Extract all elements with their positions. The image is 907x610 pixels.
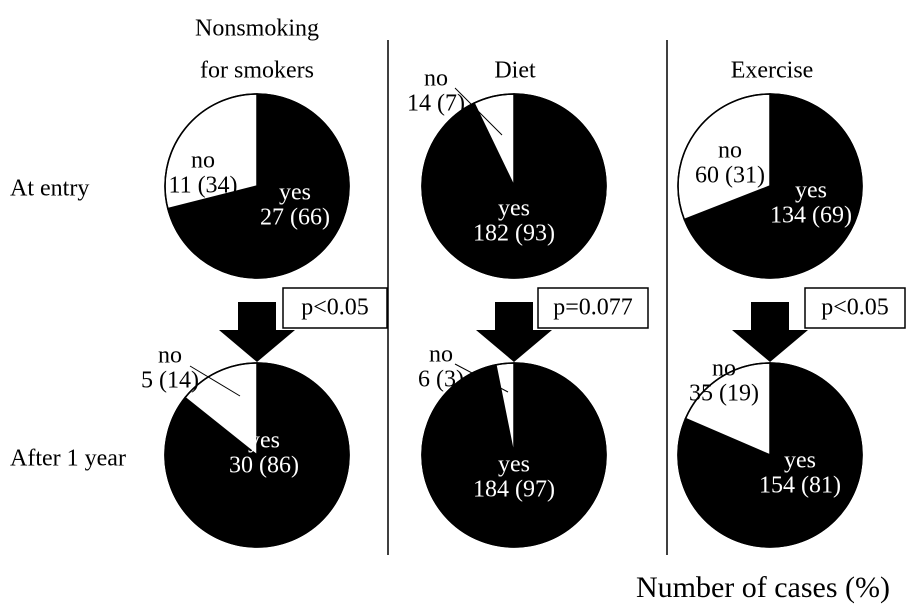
column-title: Exercise: [731, 58, 814, 84]
value-label: 14 (7): [407, 91, 465, 117]
pie-outline: [421, 362, 607, 548]
leader-line: [454, 87, 503, 136]
column-title: Diet: [494, 58, 536, 84]
p-box: [282, 287, 906, 329]
value-label: 5 (14): [141, 368, 199, 394]
slice-label: yes: [498, 452, 530, 478]
slice-label: no: [424, 66, 448, 92]
column-title: Nonsmoking: [195, 16, 319, 42]
slice-label: no: [712, 356, 736, 382]
leader-line: [189, 365, 241, 397]
value-label: 35 (19): [689, 381, 759, 407]
slice-label: yes: [784, 448, 816, 474]
slice-label: no: [718, 138, 742, 164]
p-value: p<0.05: [301, 295, 369, 321]
value-label: 11 (34): [168, 173, 237, 199]
leader-line: [454, 363, 509, 393]
pie-outline: [164, 93, 350, 279]
row-title: At entry: [10, 176, 89, 202]
value-label: 182 (93): [473, 221, 555, 247]
value-label: 154 (81): [759, 473, 841, 499]
slice-label: no: [429, 342, 453, 368]
pie-outline: [164, 362, 350, 548]
value-label: 134 (69): [770, 203, 852, 229]
slice-label: yes: [498, 196, 530, 222]
value-label: 30 (86): [229, 453, 299, 479]
pie-outline: [677, 93, 863, 279]
note: Number of cases (%): [636, 571, 890, 604]
slice-label: no: [191, 148, 215, 174]
value-label: 6 (3): [418, 367, 464, 393]
slice-label: no: [158, 343, 182, 369]
value-label: 184 (97): [473, 477, 555, 503]
p-value: p<0.05: [821, 295, 889, 321]
arrow: [219, 302, 808, 362]
slice-label: yes: [248, 428, 280, 454]
pie-outline: [677, 362, 863, 548]
value-label: 27 (66): [260, 205, 330, 231]
value-label: 60 (31): [695, 163, 765, 189]
slice-label: yes: [795, 178, 827, 204]
slice-label: yes: [279, 180, 311, 206]
row-title: After 1 year: [10, 446, 126, 472]
p-value: p=0.077: [553, 295, 633, 321]
pie-outline: [421, 93, 607, 279]
column-title: for smokers: [200, 58, 314, 84]
